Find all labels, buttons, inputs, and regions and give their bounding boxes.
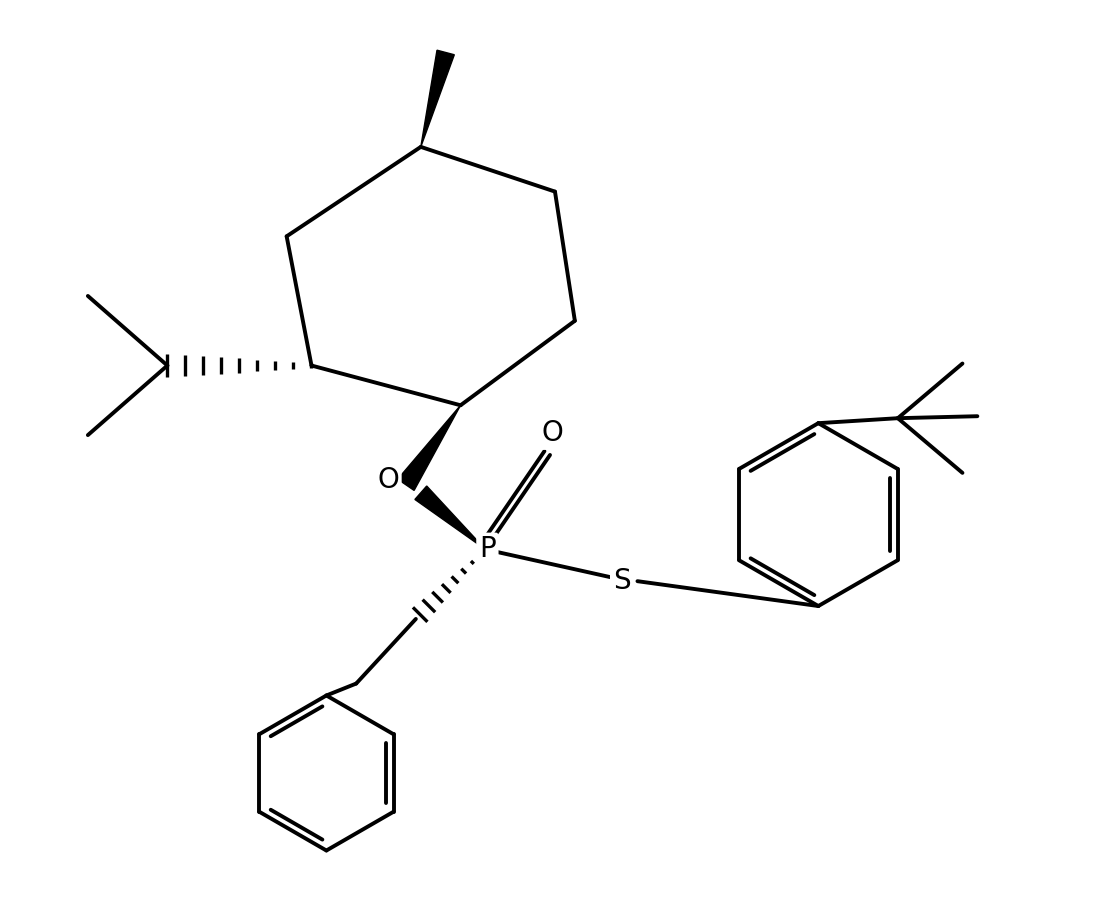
- Text: P: P: [479, 536, 496, 563]
- Polygon shape: [398, 405, 461, 490]
- Text: S: S: [613, 567, 630, 595]
- Text: O: O: [377, 466, 399, 494]
- Polygon shape: [415, 486, 485, 549]
- Text: O: O: [541, 419, 563, 447]
- Polygon shape: [421, 50, 454, 147]
